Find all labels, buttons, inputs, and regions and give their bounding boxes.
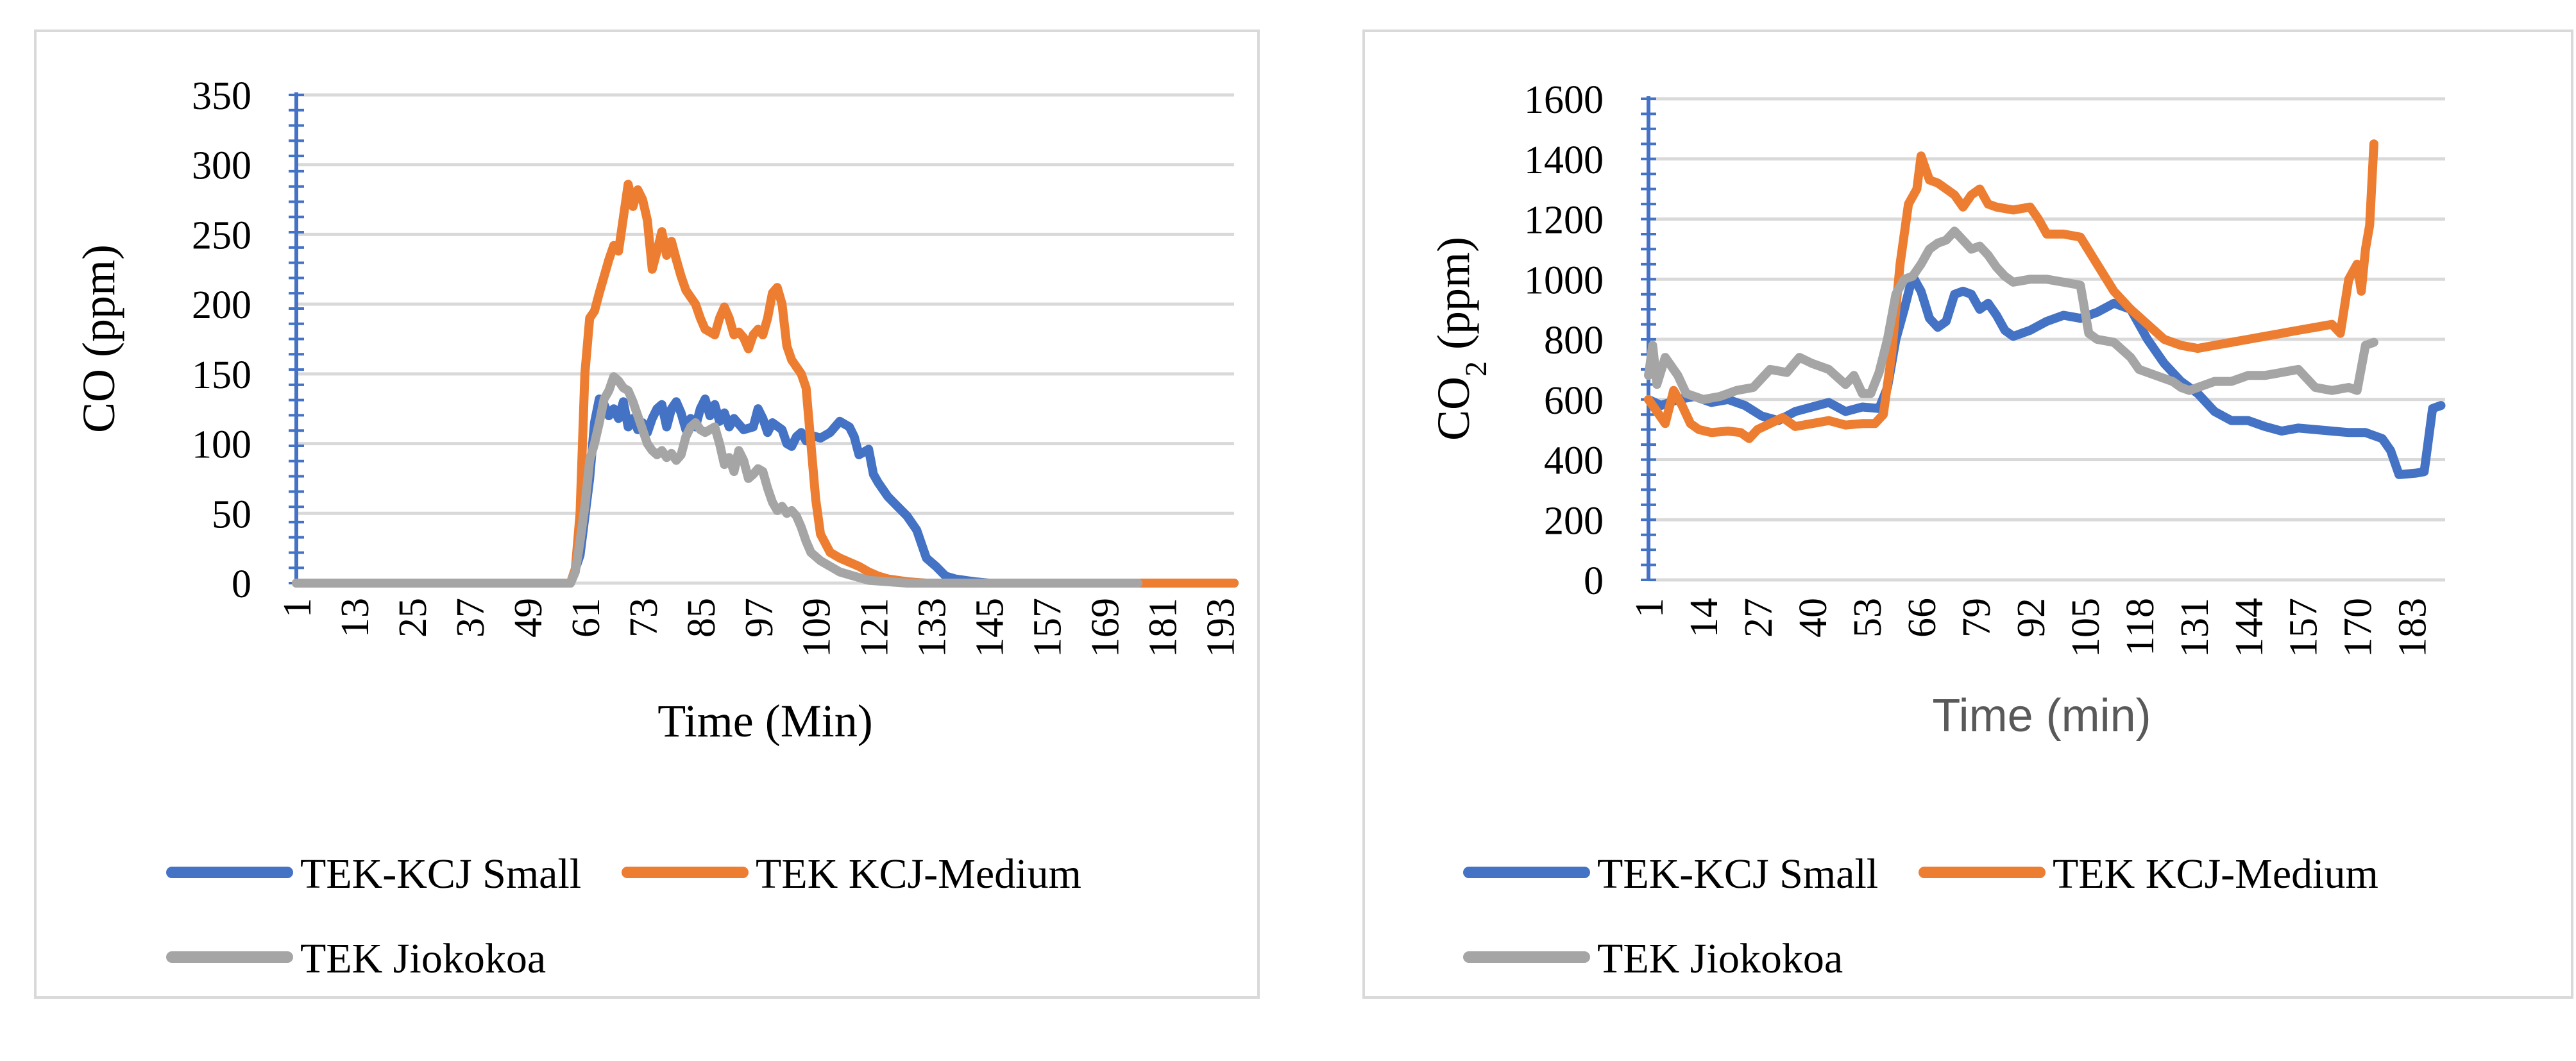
x-tick-label: 97 xyxy=(738,598,781,638)
y-tick-label: 300 xyxy=(192,144,251,188)
series-line-tek-kcj-medium xyxy=(292,180,1239,588)
x-tick-label: 1 xyxy=(1628,598,1672,618)
x-tick-label: 14 xyxy=(1682,598,1726,638)
x-tick-label: 193 xyxy=(1199,598,1243,658)
y-tick-label: 200 xyxy=(192,284,251,327)
legend-label: TEK Jiokokoa xyxy=(1597,935,1843,982)
y-axis-title-main: CO xyxy=(1428,377,1479,441)
x-tick-label: 40 xyxy=(1792,598,1835,638)
x-tick-label: 118 xyxy=(2119,598,2162,656)
x-tick-label: 109 xyxy=(795,598,839,658)
x-tick-label: 145 xyxy=(969,598,1012,658)
x-tick-label: 53 xyxy=(1846,598,1890,638)
x-tick-label: 157 xyxy=(1026,598,1070,658)
x-tick-label: 49 xyxy=(507,598,550,638)
y-axis-title-subscript: 2 xyxy=(1459,361,1493,377)
y-tick-label: 600 xyxy=(1544,379,1604,423)
series-line-tek-kcj-small xyxy=(1644,271,2446,479)
x-tick-label: 105 xyxy=(2064,598,2108,658)
y-axis-title: CO2 (ppm) xyxy=(1428,237,1493,441)
x-tick-label: 183 xyxy=(2391,598,2435,658)
x-tick-label: 79 xyxy=(1955,598,1999,638)
series-line-tek-kcj-small xyxy=(292,395,1239,588)
y-tick-label: 200 xyxy=(1544,499,1604,543)
x-tick-label: 169 xyxy=(1084,598,1128,658)
x-tick-label: 170 xyxy=(2337,598,2380,658)
legend-label: TEK-KCJ Small xyxy=(1597,851,1878,897)
y-axis-title-main: CO (ppm) xyxy=(73,244,124,433)
series-line-tek-jiokokoa xyxy=(292,372,1143,588)
y-axis-title-unit: (ppm) xyxy=(1428,237,1479,361)
legend-label: TEK-KCJ Small xyxy=(300,851,581,897)
y-tick-label: 1000 xyxy=(1524,259,1604,302)
x-tick-label: 181 xyxy=(1142,598,1185,658)
y-tick-label: 350 xyxy=(192,74,251,118)
series-line-tek-kcj-medium xyxy=(1644,139,2378,443)
y-tick-label: 0 xyxy=(1584,559,1604,603)
x-tick-label: 61 xyxy=(564,598,608,638)
y-tick-label: 1200 xyxy=(1524,199,1604,242)
x-tick-label: 92 xyxy=(2010,598,2053,638)
y-axis-title: CO (ppm) xyxy=(73,244,124,433)
x-tick-label: 85 xyxy=(680,598,724,638)
y-tick-label: 100 xyxy=(192,423,251,467)
y-tick-label: 1600 xyxy=(1524,78,1604,122)
y-tick-label: 250 xyxy=(192,214,251,257)
x-tick-label: 27 xyxy=(1737,598,1781,638)
x-tick-label: 121 xyxy=(853,598,897,658)
x-tick-label: 131 xyxy=(2173,598,2217,658)
y-tick-label: 150 xyxy=(192,353,251,397)
x-tick-label: 13 xyxy=(334,598,377,638)
x-tick-label: 157 xyxy=(2282,598,2326,658)
x-tick-label: 37 xyxy=(449,598,493,638)
x-axis-title: Time (Min) xyxy=(657,695,872,747)
x-tick-label: 25 xyxy=(391,598,435,638)
y-tick-label: 400 xyxy=(1544,439,1604,483)
legend-label: TEK KCJ-Medium xyxy=(2053,851,2378,897)
x-axis-title: Time (min) xyxy=(1932,690,2151,742)
x-tick-label: 133 xyxy=(911,598,954,658)
x-tick-label: 73 xyxy=(622,598,666,638)
y-tick-label: 1400 xyxy=(1524,139,1604,182)
y-tick-label: 0 xyxy=(232,563,251,606)
x-tick-label: 1 xyxy=(276,598,319,618)
co-chart-panel: 0 50 100 150 200 250 300 350 1 13 25 37 49 61 73 85 97 10… xyxy=(34,30,1260,999)
co2-chart-panel: 0 200 400 600 800 1000 1200 1400 1600 1 14 27 40 53 66… xyxy=(1362,30,2573,999)
x-tick-label: 144 xyxy=(2228,598,2271,658)
legend-label: TEK KCJ-Medium xyxy=(756,851,1081,897)
series-line-tek-jiokokoa xyxy=(1644,226,2378,404)
legend-label: TEK Jiokokoa xyxy=(300,935,546,982)
y-tick-label: 800 xyxy=(1544,319,1604,362)
y-tick-label: 50 xyxy=(212,493,251,536)
x-tick-label: 66 xyxy=(1901,598,1944,638)
